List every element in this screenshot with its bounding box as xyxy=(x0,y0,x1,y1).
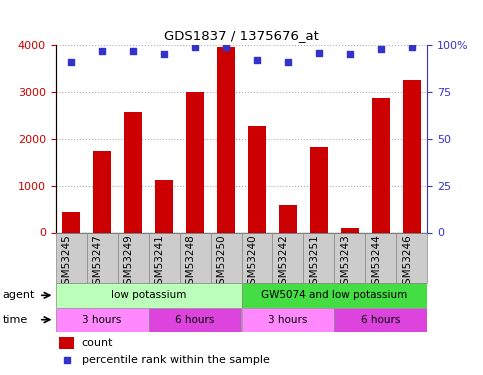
Bar xyxy=(211,232,242,283)
Text: GSM53246: GSM53246 xyxy=(402,234,412,291)
Bar xyxy=(124,112,142,232)
Text: GSM53248: GSM53248 xyxy=(185,234,195,291)
Text: 6 hours: 6 hours xyxy=(361,315,401,325)
Bar xyxy=(334,232,366,283)
Text: 3 hours: 3 hours xyxy=(82,315,122,325)
Text: GSM53244: GSM53244 xyxy=(371,234,381,291)
Point xyxy=(284,59,292,65)
Bar xyxy=(217,47,235,232)
Text: GSM53247: GSM53247 xyxy=(92,234,102,291)
Bar xyxy=(86,232,117,283)
Bar xyxy=(372,98,390,232)
Point xyxy=(315,50,323,55)
Text: GSM53251: GSM53251 xyxy=(309,234,319,291)
Text: agent: agent xyxy=(2,290,35,300)
Bar xyxy=(303,232,334,283)
Point xyxy=(222,44,230,50)
Bar xyxy=(248,126,266,232)
Text: GSM53243: GSM53243 xyxy=(340,234,350,291)
Bar xyxy=(186,92,204,232)
Bar xyxy=(279,205,297,232)
Text: low potassium: low potassium xyxy=(111,290,186,300)
Text: 3 hours: 3 hours xyxy=(268,315,308,325)
Bar xyxy=(149,232,180,283)
Bar xyxy=(56,232,86,283)
Point xyxy=(160,51,168,57)
Bar xyxy=(334,308,427,332)
Point xyxy=(191,44,199,50)
Bar xyxy=(341,228,359,232)
Point xyxy=(253,57,261,63)
Text: time: time xyxy=(2,315,28,325)
Bar xyxy=(117,232,149,283)
Bar xyxy=(56,283,242,308)
Bar xyxy=(403,80,421,232)
Text: GSM53241: GSM53241 xyxy=(154,234,164,291)
Title: GDS1837 / 1375676_at: GDS1837 / 1375676_at xyxy=(164,30,319,42)
Bar xyxy=(272,232,303,283)
Bar xyxy=(310,147,328,232)
Bar xyxy=(366,232,397,283)
Bar xyxy=(59,337,74,349)
Point xyxy=(408,44,416,50)
Text: count: count xyxy=(82,338,113,348)
Point xyxy=(346,51,354,57)
Text: GSM53250: GSM53250 xyxy=(216,234,226,291)
Text: GW5074 and low potassium: GW5074 and low potassium xyxy=(261,290,408,300)
Text: GSM53242: GSM53242 xyxy=(278,234,288,291)
Text: percentile rank within the sample: percentile rank within the sample xyxy=(82,355,270,365)
Bar xyxy=(242,283,427,308)
Bar xyxy=(180,232,211,283)
Point xyxy=(67,59,75,65)
Point xyxy=(129,48,137,54)
Bar xyxy=(242,308,334,332)
Bar xyxy=(242,232,272,283)
Bar xyxy=(62,212,80,232)
Point xyxy=(98,48,106,54)
Bar xyxy=(149,308,242,332)
Bar xyxy=(155,180,173,232)
Text: 6 hours: 6 hours xyxy=(175,315,215,325)
Bar xyxy=(56,308,149,332)
Text: GSM53249: GSM53249 xyxy=(123,234,133,291)
Text: GSM53240: GSM53240 xyxy=(247,234,257,291)
Point xyxy=(63,357,71,363)
Text: GSM53245: GSM53245 xyxy=(61,234,71,291)
Bar xyxy=(397,232,427,283)
Point xyxy=(377,46,385,52)
Bar xyxy=(93,152,112,232)
